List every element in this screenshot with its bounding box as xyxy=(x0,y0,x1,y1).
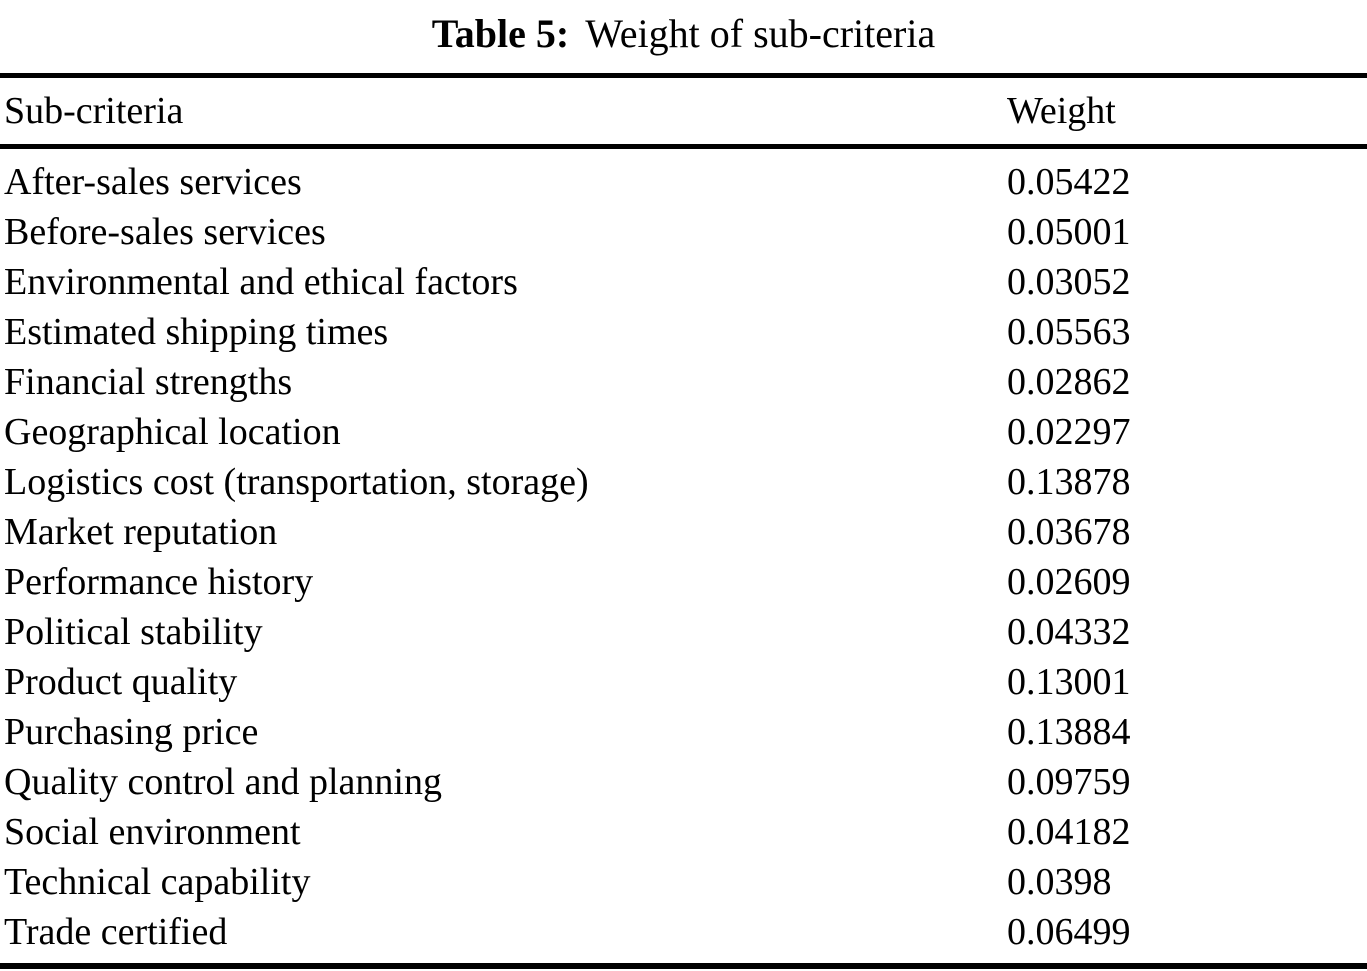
subcriteria-cell: Product quality xyxy=(4,661,238,703)
caption-title: Weight of sub-criteria xyxy=(585,11,936,56)
weight-cell: 0.0398 xyxy=(1007,861,1112,903)
subcriteria-cell: Before-sales services xyxy=(4,211,326,253)
top-rule xyxy=(0,73,1367,78)
weight-cell: 0.04182 xyxy=(1007,811,1131,853)
weight-cell: 0.05563 xyxy=(1007,311,1131,353)
subcriteria-cell: Estimated shipping times xyxy=(4,311,389,353)
table-caption: Table 5: Weight of sub-criteria xyxy=(0,0,1367,73)
caption-number: Table 5: xyxy=(431,11,570,56)
table-row: Quality control and planning 0.09759 xyxy=(0,757,1367,807)
table-row: After-sales services 0.05422 xyxy=(0,157,1367,207)
table-row: Geographical location 0.02297 xyxy=(0,407,1367,457)
weight-cell: 0.03678 xyxy=(1007,511,1131,553)
table-row: Logistics cost (transportation, storage)… xyxy=(0,457,1367,507)
header-subcriteria: Sub-criteria xyxy=(4,90,184,132)
subcriteria-cell: Technical capability xyxy=(4,861,311,903)
weight-cell: 0.02862 xyxy=(1007,361,1131,403)
table-row: Estimated shipping times 0.05563 xyxy=(0,307,1367,357)
table-header-row: Sub-criteria Weight xyxy=(0,78,1367,144)
weight-cell: 0.13884 xyxy=(1007,711,1131,753)
table-row: Social environment 0.04182 xyxy=(0,807,1367,857)
weight-cell: 0.04332 xyxy=(1007,611,1131,653)
subcriteria-cell: Purchasing price xyxy=(4,711,259,753)
table-row: Political stability 0.04332 xyxy=(0,607,1367,657)
subcriteria-cell: Quality control and planning xyxy=(4,761,442,803)
table-row: Financial strengths 0.02862 xyxy=(0,357,1367,407)
subcriteria-cell: Geographical location xyxy=(4,411,341,453)
subcriteria-cell: Political stability xyxy=(4,611,263,653)
subcriteria-cell: After-sales services xyxy=(4,161,302,203)
subcriteria-cell: Trade certified xyxy=(4,911,228,953)
subcriteria-cell: Environmental and ethical factors xyxy=(4,261,518,303)
subcriteria-cell: Market reputation xyxy=(4,511,278,553)
table-row: Trade certified 0.06499 xyxy=(0,907,1367,957)
weight-cell: 0.02609 xyxy=(1007,561,1131,603)
subcriteria-cell: Social environment xyxy=(4,811,301,853)
weight-cell: 0.09759 xyxy=(1007,761,1131,803)
subcriteria-cell: Financial strengths xyxy=(4,361,293,403)
subcriteria-cell: Logistics cost (transportation, storage) xyxy=(4,461,589,503)
table-body: After-sales services 0.05422 Before-sale… xyxy=(0,149,1367,963)
weight-cell: 0.06499 xyxy=(1007,911,1131,953)
table-row: Product quality 0.13001 xyxy=(0,657,1367,707)
table-row: Market reputation 0.03678 xyxy=(0,507,1367,557)
weight-cell: 0.13878 xyxy=(1007,461,1131,503)
table-row: Purchasing price 0.13884 xyxy=(0,707,1367,757)
weight-cell: 0.02297 xyxy=(1007,411,1131,453)
header-rule xyxy=(0,144,1367,149)
subcriteria-cell: Performance history xyxy=(4,561,314,603)
table-row: Environmental and ethical factors 0.0305… xyxy=(0,257,1367,307)
table-row: Before-sales services 0.05001 xyxy=(0,207,1367,257)
header-weight: Weight xyxy=(1007,90,1116,132)
weight-cell: 0.05422 xyxy=(1007,161,1131,203)
weight-cell: 0.13001 xyxy=(1007,661,1131,703)
table-row: Performance history 0.02609 xyxy=(0,557,1367,607)
weight-cell: 0.05001 xyxy=(1007,211,1131,253)
bottom-rule xyxy=(0,963,1367,969)
weight-cell: 0.03052 xyxy=(1007,261,1131,303)
table-row: Technical capability 0.0398 xyxy=(0,857,1367,907)
